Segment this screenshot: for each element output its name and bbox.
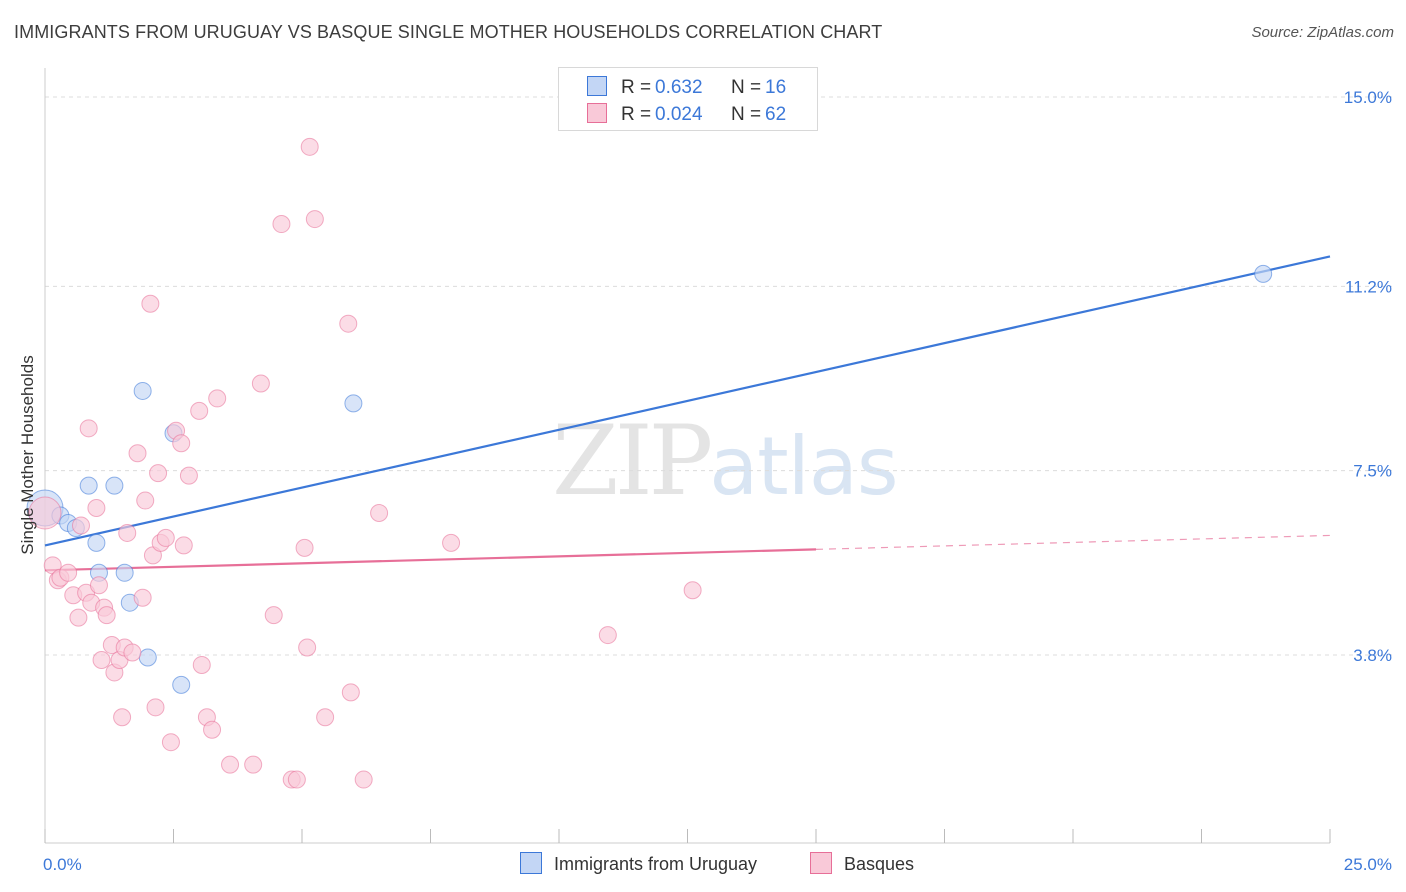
basques-trend-extension <box>815 534 1331 550</box>
basques-point <box>146 698 165 717</box>
bottom-legend-label: Immigrants from Uruguay <box>554 854 758 874</box>
basques-point <box>118 523 137 542</box>
trend-lines <box>44 255 1331 572</box>
basques-point <box>156 528 175 547</box>
basques-point <box>339 314 358 333</box>
tick-labels: 3.8% 7.5% 11.2% 15.0% 0.0% 25.0% <box>43 88 1392 874</box>
basques-point <box>192 655 211 674</box>
basques-point <box>598 626 617 645</box>
basques-point <box>298 638 317 657</box>
y-tick-label: 15.0% <box>1344 88 1392 107</box>
basques-point <box>316 708 335 727</box>
y-axis-label: Single Mother Households <box>18 355 37 555</box>
legend-n-value: 62 <box>765 104 787 125</box>
basques-point <box>203 720 222 739</box>
uruguay-point <box>138 648 157 667</box>
legend-swatch-blue <box>587 76 607 96</box>
uruguay-point <box>1254 264 1273 283</box>
basques-point <box>92 650 111 669</box>
basques-point <box>295 538 314 557</box>
basques-point <box>341 683 360 702</box>
x-tick-label: 0.0% <box>43 855 82 874</box>
basques-point <box>123 643 142 662</box>
legend-r-label: R = <box>621 77 652 98</box>
gridlines <box>45 96 1392 656</box>
uruguay-point <box>115 563 134 582</box>
basques-point <box>221 755 240 774</box>
uruguay-point <box>87 533 106 552</box>
legend-row-uruguay: R = 0.632 N = 16 <box>587 76 786 98</box>
bottom-legend-uruguay[interactable]: Immigrants from Uruguay <box>520 852 757 875</box>
legend-n-label: N = <box>731 104 762 125</box>
bottom-legend-basques[interactable]: Basques <box>810 852 914 875</box>
uruguay-point <box>79 476 98 495</box>
basques-point <box>71 516 90 535</box>
bottom-legend-swatch-pink <box>810 852 832 874</box>
basques-point <box>87 499 106 518</box>
basques-point <box>79 419 98 438</box>
basques-point <box>136 491 155 510</box>
legend-r-label: R = <box>621 104 652 125</box>
x-tick-label: 25.0% <box>1344 855 1392 874</box>
basques-point <box>141 294 160 313</box>
basques-point <box>683 581 702 600</box>
legend-r-value: 0.024 <box>655 104 703 125</box>
basques-point <box>354 770 373 789</box>
basques-point <box>133 588 152 607</box>
axes <box>44 68 1331 844</box>
legend-n-value: 16 <box>765 77 787 98</box>
legend-n-label: N = <box>731 77 762 98</box>
basques-point <box>97 606 116 625</box>
basques-point <box>287 770 306 789</box>
uruguay-trend-line <box>44 255 1331 547</box>
basques-point <box>89 576 108 595</box>
basques-trend-line <box>44 548 817 572</box>
basques-point <box>59 563 78 582</box>
legend-row-basques: R = 0.024 N = 62 <box>587 103 786 125</box>
bottom-legend-swatch-blue <box>520 852 542 874</box>
basques-point <box>251 374 270 393</box>
basques-point <box>300 137 319 156</box>
basques-point <box>149 464 168 483</box>
basques-point <box>128 444 147 463</box>
source-label: Source: ZipAtlas.com <box>1251 24 1394 41</box>
y-tick-label: 11.2% <box>1345 277 1392 296</box>
y-tick-label: 7.5% <box>1353 462 1392 481</box>
basques-point <box>113 708 132 727</box>
basques-point <box>244 755 263 774</box>
data-points <box>26 137 1273 789</box>
uruguay-point <box>105 476 124 495</box>
uruguay-point <box>344 394 363 413</box>
uruguay-point <box>133 381 152 400</box>
basques-point <box>179 466 198 485</box>
basques-point <box>28 496 62 530</box>
basques-point <box>190 401 209 420</box>
chart-title: IMMIGRANTS FROM URUGUAY VS BASQUE SINGLE… <box>14 22 883 42</box>
basques-point <box>161 733 180 752</box>
uruguay-point <box>172 675 191 694</box>
legend-r-value: 0.632 <box>655 77 703 98</box>
basques-point <box>69 608 88 627</box>
bottom-legend-label: Basques <box>844 854 915 874</box>
basques-point <box>370 504 389 523</box>
basques-point <box>442 533 461 552</box>
basques-point <box>174 536 193 555</box>
zipatlas-watermark: ZIPatlas <box>552 405 899 517</box>
basques-point <box>208 389 227 408</box>
basques-point <box>172 434 191 453</box>
basques-point <box>272 215 291 234</box>
basques-point <box>264 606 283 625</box>
legend-swatch-pink <box>587 103 607 123</box>
y-tick-label: 3.8% <box>1353 646 1392 665</box>
correlation-legend: R = 0.632 N = 16 R = 0.024 N = 62 <box>558 67 818 131</box>
basques-point <box>305 210 324 229</box>
